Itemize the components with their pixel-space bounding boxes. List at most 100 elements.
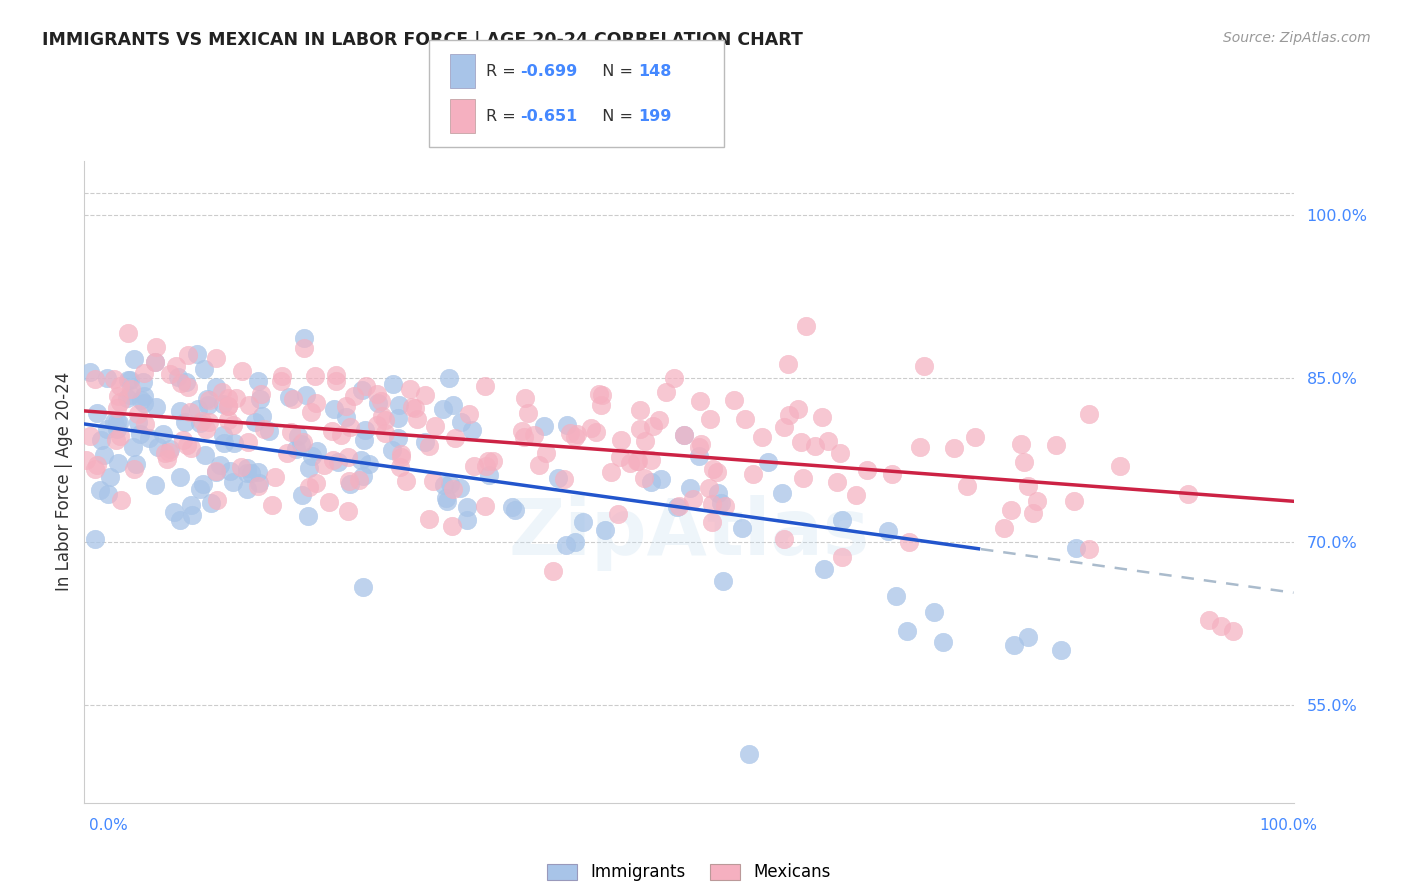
Point (353, 433, 375, 447)
Point (108, 416, 131, 430)
Point (477, 454, 499, 468)
Point (179, 405, 201, 419)
Point (1025, 494, 1047, 508)
Point (339, 476, 361, 491)
Y-axis label: In Labor Force | Age 20-24: In Labor Force | Age 20-24 (55, 372, 73, 591)
Point (122, 441, 145, 455)
Point (553, 472, 575, 486)
Point (280, 425, 302, 439)
Point (731, 521, 754, 535)
Point (97, 487, 120, 501)
Point (896, 624, 918, 638)
Point (217, 413, 239, 427)
Point (432, 402, 454, 417)
Point (399, 382, 422, 396)
Point (456, 513, 478, 527)
Point (353, 423, 375, 437)
Point (172, 433, 194, 447)
Point (89, 483, 111, 498)
Point (773, 420, 796, 434)
Point (778, 408, 800, 422)
Point (343, 389, 366, 403)
Point (672, 427, 695, 442)
Point (83, 533, 105, 547)
Point (437, 371, 460, 385)
Point (156, 451, 179, 466)
Point (180, 441, 202, 455)
Point (1017, 630, 1039, 644)
Point (352, 469, 374, 483)
Point (932, 634, 955, 648)
Point (817, 434, 839, 449)
Point (956, 479, 979, 493)
Point (523, 428, 546, 442)
Point (354, 379, 377, 393)
Point (176, 438, 198, 452)
Point (591, 387, 613, 401)
Point (406, 412, 429, 426)
Point (555, 538, 578, 552)
Point (713, 499, 735, 513)
Point (236, 466, 259, 480)
Text: N =: N = (592, 63, 638, 78)
Point (374, 425, 396, 440)
Point (734, 412, 756, 426)
Point (643, 418, 665, 433)
Text: N =: N = (592, 109, 638, 124)
Point (270, 374, 292, 388)
Point (105, 415, 128, 429)
Point (510, 424, 533, 438)
Point (1222, 624, 1244, 638)
Point (284, 442, 307, 456)
Point (153, 445, 176, 459)
Point (211, 385, 233, 400)
Point (159, 442, 181, 456)
Point (212, 428, 235, 442)
Point (1017, 479, 1039, 493)
Point (387, 411, 409, 425)
Point (738, 747, 761, 761)
Point (197, 392, 219, 406)
Point (83, 462, 105, 476)
Point (534, 446, 557, 460)
Point (381, 442, 404, 457)
Point (225, 392, 247, 406)
Point (200, 496, 222, 510)
Point (478, 467, 501, 482)
Point (845, 488, 868, 502)
Point (352, 580, 374, 594)
Point (271, 369, 294, 384)
Point (589, 398, 612, 412)
Point (922, 605, 945, 619)
Point (217, 399, 239, 413)
Point (105, 433, 128, 447)
Point (259, 425, 281, 439)
Point (533, 419, 555, 434)
Point (555, 418, 578, 433)
Point (312, 458, 335, 472)
Point (443, 431, 465, 445)
Point (188, 482, 211, 496)
Point (129, 392, 152, 407)
Text: Source: ZipAtlas.com: Source: ZipAtlas.com (1223, 31, 1371, 45)
Point (751, 430, 773, 444)
Point (682, 491, 704, 506)
Point (1012, 455, 1035, 469)
Point (558, 426, 581, 441)
Point (247, 475, 270, 490)
Point (627, 454, 650, 468)
Text: R =: R = (486, 63, 522, 78)
Point (127, 407, 149, 421)
Point (610, 434, 633, 448)
Point (222, 475, 245, 489)
Point (607, 508, 630, 522)
Point (297, 509, 319, 524)
Point (108, 428, 131, 442)
Point (579, 421, 602, 435)
Point (1078, 542, 1101, 557)
Point (204, 465, 226, 479)
Text: -0.699: -0.699 (520, 63, 578, 78)
Point (96, 371, 118, 385)
Point (208, 458, 231, 472)
Point (1109, 458, 1132, 473)
